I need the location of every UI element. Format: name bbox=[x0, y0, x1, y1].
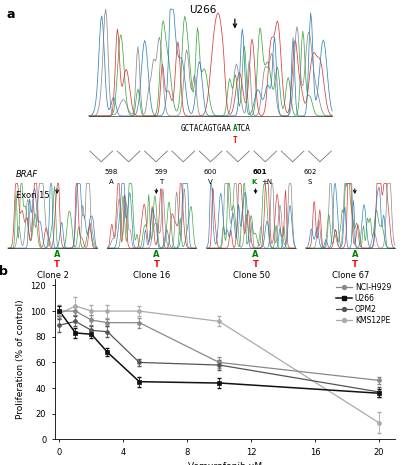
Text: A: A bbox=[153, 250, 160, 259]
Text: A: A bbox=[109, 179, 114, 185]
Text: T: T bbox=[159, 179, 163, 185]
Text: b: b bbox=[0, 265, 7, 278]
Text: U266: U266 bbox=[189, 6, 216, 15]
Y-axis label: Proliferation (% of control): Proliferation (% of control) bbox=[16, 299, 25, 419]
Text: V: V bbox=[208, 179, 213, 185]
Text: T: T bbox=[54, 260, 60, 269]
Text: A: A bbox=[233, 124, 237, 133]
Text: Exon 15: Exon 15 bbox=[16, 192, 50, 200]
Text: Clone 50: Clone 50 bbox=[232, 271, 270, 280]
Text: T: T bbox=[352, 260, 358, 269]
Text: 600: 600 bbox=[204, 169, 217, 174]
Text: 601: 601 bbox=[253, 169, 267, 174]
Text: BRAF: BRAF bbox=[16, 170, 38, 179]
Text: +N: +N bbox=[261, 179, 272, 185]
Text: 598: 598 bbox=[104, 169, 118, 174]
Text: Clone 2: Clone 2 bbox=[37, 271, 68, 280]
Text: Clone 16: Clone 16 bbox=[133, 271, 171, 280]
Text: a: a bbox=[6, 8, 15, 21]
Text: GCTACAGTGAA: GCTACAGTGAA bbox=[181, 124, 232, 133]
Text: S: S bbox=[308, 179, 312, 185]
Text: A: A bbox=[252, 250, 259, 259]
Text: A: A bbox=[54, 250, 60, 259]
Legend: NCI-H929, U266, OPM2, KMS12PE: NCI-H929, U266, OPM2, KMS12PE bbox=[337, 283, 391, 325]
Text: A: A bbox=[352, 250, 358, 259]
Text: TCA: TCA bbox=[237, 124, 251, 133]
Text: K: K bbox=[252, 179, 257, 185]
Text: T: T bbox=[153, 260, 159, 269]
Text: 602: 602 bbox=[303, 169, 317, 174]
X-axis label: Vemurafenib μM: Vemurafenib μM bbox=[188, 462, 262, 465]
Text: T: T bbox=[233, 136, 237, 145]
Text: Clone 67: Clone 67 bbox=[332, 271, 369, 280]
Text: T: T bbox=[253, 260, 258, 269]
Text: 599: 599 bbox=[154, 169, 168, 174]
